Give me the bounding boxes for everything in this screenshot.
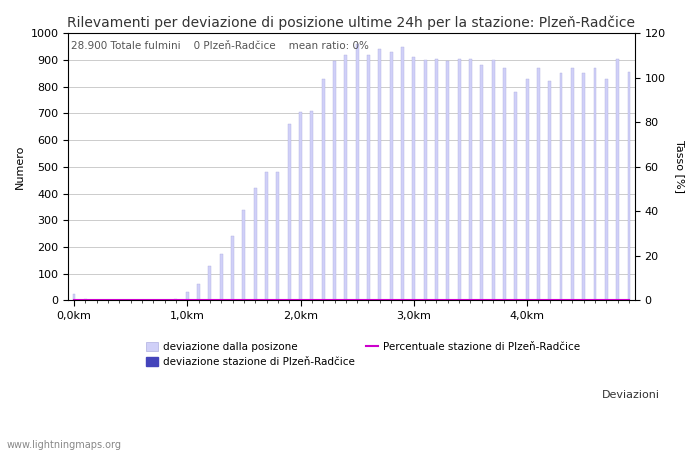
Bar [220, 253, 223, 300]
Bar [424, 60, 426, 300]
Bar [582, 73, 585, 300]
Bar [186, 292, 188, 300]
Bar [84, 299, 87, 300]
Bar [412, 58, 415, 300]
Bar [571, 68, 574, 300]
Bar [231, 236, 234, 300]
Bar [390, 52, 393, 300]
Bar [594, 68, 596, 300]
Bar [299, 112, 302, 300]
Bar [514, 92, 517, 300]
Bar [356, 44, 358, 300]
Bar [344, 55, 347, 300]
Bar [503, 68, 506, 300]
Bar [480, 65, 483, 300]
Bar [435, 59, 438, 300]
Bar [73, 293, 76, 300]
Bar [209, 266, 211, 300]
Bar [537, 68, 540, 300]
Bar [333, 62, 336, 300]
Bar [469, 59, 472, 300]
Text: Deviazioni: Deviazioni [602, 390, 660, 400]
Bar [242, 210, 245, 300]
Bar [401, 47, 404, 300]
Bar [560, 73, 563, 300]
Bar [458, 59, 461, 300]
Bar [628, 72, 631, 300]
Bar [367, 55, 370, 300]
Bar [526, 79, 528, 300]
Bar [310, 111, 314, 300]
Bar [265, 172, 268, 300]
Y-axis label: Tasso [%]: Tasso [%] [675, 140, 685, 194]
Title: Rilevamenti per deviazione di posizione ultime 24h per la stazione: Plzeň-Radčic: Rilevamenti per deviazione di posizione … [67, 15, 636, 30]
Bar [174, 299, 177, 300]
Bar [616, 59, 619, 300]
Y-axis label: Numero: Numero [15, 144, 25, 189]
Bar [605, 79, 608, 300]
Bar [379, 50, 382, 300]
Bar [288, 124, 290, 300]
Bar [491, 60, 494, 300]
Text: 28.900 Totale fulmini    0 Plzeň-Radčice    mean ratio: 0%: 28.900 Totale fulmini 0 Plzeň-Radčice me… [71, 41, 369, 51]
Bar [197, 284, 200, 300]
Bar [548, 81, 551, 300]
Legend: deviazione dalla posizone, deviazione stazione di Plzeň-Radčice, Percentuale sta: deviazione dalla posizone, deviazione st… [141, 338, 584, 371]
Text: www.lightningmaps.org: www.lightningmaps.org [7, 440, 122, 450]
Bar [276, 172, 279, 300]
Bar [322, 79, 325, 300]
Bar [447, 62, 449, 300]
Bar [254, 188, 257, 300]
